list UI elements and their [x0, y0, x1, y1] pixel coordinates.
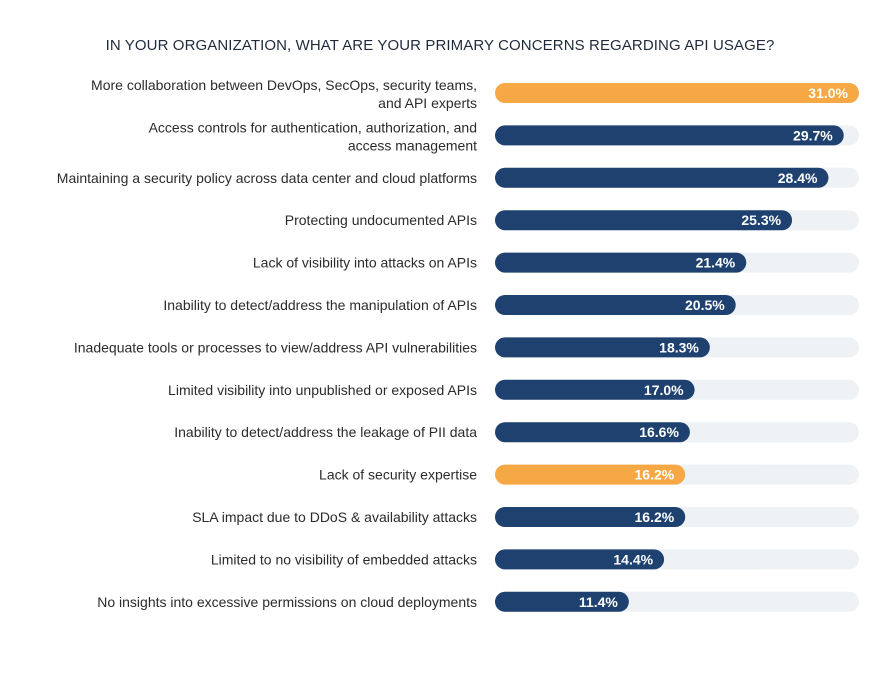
bar [495, 125, 844, 146]
category-label: Limited to no visibility of embedded att… [211, 551, 477, 567]
category-label: Access controls for authentication, auth… [149, 119, 477, 135]
category-label: and API experts [378, 95, 477, 111]
category-label: Lack of security expertise [319, 467, 477, 483]
bar-value-label: 28.4% [778, 170, 818, 186]
bar [495, 83, 859, 103]
category-label: Maintaining a security policy across dat… [57, 170, 477, 186]
bar-value-label: 21.4% [696, 255, 736, 271]
bar-value-label: 17.0% [644, 382, 684, 398]
category-label: Inability to detect/address the leakage … [174, 424, 477, 440]
bar-value-label: 31.0% [808, 85, 848, 101]
bar [495, 379, 695, 400]
category-label: Inadequate tools or processes to view/ad… [74, 339, 477, 355]
bar [495, 252, 747, 273]
bar-value-label: 25.3% [741, 212, 781, 228]
bar-value-label: 11.4% [579, 594, 618, 610]
bar [495, 295, 736, 315]
bar [495, 337, 710, 358]
bar [495, 167, 829, 188]
bar-value-label: 20.5% [685, 297, 725, 313]
category-label: Limited visibility into unpublished or e… [168, 382, 477, 398]
chart-title: IN YOUR ORGANIZATION, WHAT ARE YOUR PRIM… [105, 37, 775, 54]
category-label: No insights into excessive permissions o… [97, 594, 477, 610]
category-label: access management [348, 137, 477, 153]
bar [495, 591, 629, 612]
bar-value-label: 16.6% [639, 424, 679, 440]
bar [495, 507, 686, 527]
bar [495, 549, 665, 570]
category-label: Inability to detect/address the manipula… [163, 297, 477, 313]
bar-value-label: 14.4% [613, 551, 653, 567]
bar-value-label: 18.3% [659, 339, 699, 355]
bar [495, 464, 686, 485]
bar [495, 422, 690, 443]
bar-value-label: 29.7% [793, 127, 833, 143]
category-label: SLA impact due to DDoS & availability at… [192, 509, 477, 525]
bar [495, 210, 793, 231]
bar-value-label: 16.2% [635, 467, 675, 483]
category-label: Protecting undocumented APIs [285, 212, 477, 228]
category-label: More collaboration between DevOps, SecOp… [91, 77, 477, 93]
category-label: Lack of visibility into attacks on APIs [253, 255, 477, 271]
bar-value-label: 16.2% [635, 509, 675, 525]
